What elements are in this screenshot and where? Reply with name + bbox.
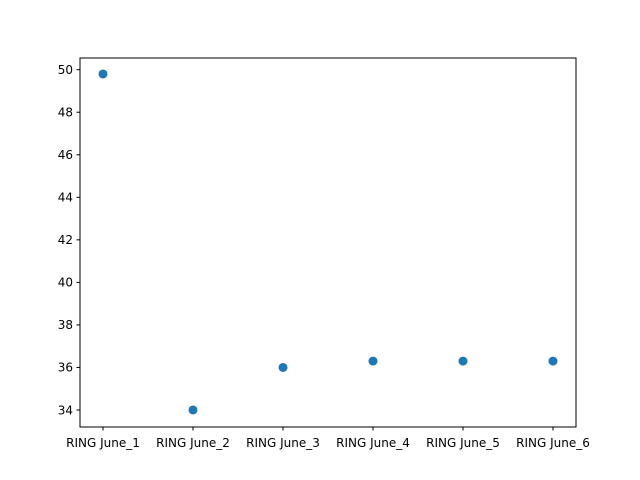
x-axis: RING June_1 RING June_2 RING June_3 RING Ju… (66, 427, 590, 450)
data-point (98, 69, 108, 79)
y-axis: 34 36 38 40 42 44 46 48 50 (58, 63, 80, 417)
y-tick-label: 38 (58, 318, 73, 332)
x-tick-label: RING June_5 (426, 436, 500, 450)
y-tick-label: 36 (58, 361, 73, 375)
x-tick-label: RING June_1 (66, 436, 140, 450)
plot-frame (79, 57, 577, 428)
y-tick-label: 44 (58, 191, 73, 205)
y-tick-label: 34 (58, 403, 73, 417)
x-tick-label: RING June_6 (516, 436, 590, 450)
data-points (98, 69, 558, 415)
y-tick-label: 42 (58, 233, 73, 247)
x-tick-label: RING June_4 (336, 436, 410, 450)
x-tick-label: RING June_2 (156, 436, 230, 450)
data-point (458, 356, 468, 366)
data-point (188, 405, 198, 415)
data-point (368, 356, 378, 366)
y-tick-label: 50 (58, 63, 73, 77)
y-tick-label: 48 (58, 106, 73, 120)
plot-area (80, 58, 576, 427)
data-point (278, 362, 288, 372)
y-tick-label: 46 (58, 148, 73, 162)
data-point (548, 356, 558, 366)
y-tick-label: 40 (58, 276, 73, 290)
x-tick-label: RING June_3 (246, 436, 320, 450)
